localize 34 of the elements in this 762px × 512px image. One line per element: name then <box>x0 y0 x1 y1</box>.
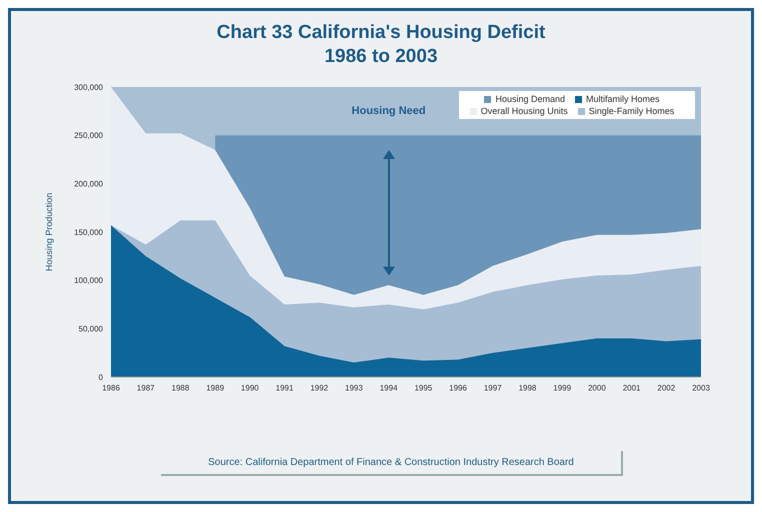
annotation: Housing Need <box>350 105 427 117</box>
legend-label: Housing Demand <box>495 94 566 104</box>
x-tick-label: 2002 <box>657 384 676 393</box>
x-tick-label: 1990 <box>240 384 260 393</box>
x-tick-label: 1997 <box>484 384 502 393</box>
x-tick-label: 1989 <box>206 384 225 393</box>
x-tick-label: 2003 <box>692 384 710 393</box>
legend-label: Multifamily Homes <box>586 94 660 104</box>
x-tick-label: 1988 <box>172 384 190 393</box>
x-tick-label: 1993 <box>345 384 364 393</box>
x-tick-label: 1996 <box>449 384 468 393</box>
chart-title: Chart 33 California's Housing Deficit <box>216 21 546 45</box>
y-tick-label: 250,000 <box>74 131 104 140</box>
x-tick-label: 2000 <box>588 384 606 393</box>
y-tick-label: 300,000 <box>74 82 104 92</box>
x-tick-label: 2001 <box>622 384 642 393</box>
x-tick-label: 1994 <box>380 384 398 393</box>
y-tick-label: 150,000 <box>74 228 104 237</box>
y-tick-label: 0 <box>98 372 104 382</box>
y-tick-label: 50,000 <box>78 324 104 334</box>
x-tick-label: 1999 <box>553 384 572 393</box>
legend-label: Single-Family Homes <box>588 106 674 116</box>
y-axis-title: Housing Production <box>44 192 54 272</box>
source-note: Source: California Department of Finance & Construction Industry Research Board <box>161 451 623 476</box>
legend-label: Overall Housing Units <box>480 106 568 116</box>
x-tick-label: 1998 <box>518 384 537 393</box>
x-tick-label: 1986 <box>102 384 120 393</box>
y-tick-label: 100,000 <box>74 276 104 286</box>
x-tick-label: 1991 <box>276 384 294 393</box>
x-tick-label: 1992 <box>310 384 329 393</box>
chart-subtitle: 1986 to 2003 <box>323 45 439 69</box>
x-tick-label: 1987 <box>136 384 156 393</box>
x-tick-label: 1995 <box>414 384 433 393</box>
y-tick-label: 200,000 <box>74 180 104 189</box>
